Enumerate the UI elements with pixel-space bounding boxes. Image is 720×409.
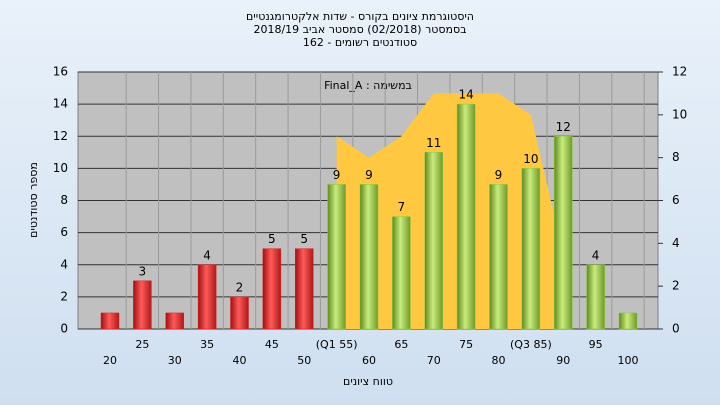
x-tick-label: 50 [297,354,311,367]
chart-title: היסטוגרמת ציונים בקורס - שדות אלקטרומגנט… [246,10,474,23]
bar [456,103,476,330]
bar [133,280,152,330]
x-tick-label: 90 [556,354,570,367]
x-tick-label: 45 [265,338,279,351]
x-tick-label: 75 [459,338,473,351]
y-tick-label: 16 [53,65,68,79]
x-tick-label: 100 [618,354,639,367]
x-tick-label: 60 [362,354,376,367]
data-label: 12 [556,120,571,134]
data-label: 11 [426,136,441,150]
bar [262,248,282,330]
y2-tick-label: 10 [672,107,687,121]
data-label: 2 [236,280,244,294]
y2-tick-label: 0 [672,322,680,336]
x-tick-label: (Q3 85) [510,338,552,351]
y-tick-label: 2 [60,289,68,303]
bar [100,312,120,330]
bar [165,312,184,330]
y-tick-label: 8 [60,193,68,207]
data-label: 9 [495,168,503,182]
x-tick-label: 25 [135,338,149,351]
data-label: 5 [268,232,276,246]
bar [295,248,314,330]
data-label: 5 [300,232,308,246]
x-tick-label: 20 [103,354,117,367]
annotation: Final_A : במשימה [324,79,412,92]
x-tick-label: 80 [492,354,506,367]
bar [230,296,249,330]
x-tick-label: 30 [168,354,182,367]
y2-tick-label: 6 [672,193,680,207]
chart-subtitle: בסמסטר (02/2018) סמסטר אביב 2018/19 [253,23,466,36]
y-tick-label: 6 [60,225,68,239]
data-label: 9 [365,168,373,182]
bar [424,152,443,330]
x-axis-label: טווח ציונים [343,375,393,388]
bar [618,312,638,330]
bar [586,264,605,330]
data-label: 3 [139,264,147,278]
data-label: 4 [592,248,600,262]
x-tick-label: 70 [427,354,441,367]
y2-tick-label: 8 [672,150,680,164]
y-tick-label: 10 [53,161,68,175]
y-tick-label: 12 [53,129,68,143]
bar [521,168,541,330]
data-label: 4 [203,248,211,262]
x-tick-label: 95 [589,338,603,351]
x-tick-label: 35 [200,338,214,351]
bar [489,184,508,330]
bar [327,184,346,330]
y2-tick-label: 2 [672,279,680,293]
x-tick-label: 65 [394,338,408,351]
data-label: 10 [523,152,538,166]
y-tick-label: 0 [60,322,68,336]
data-label: 7 [398,200,406,214]
y-axis-label: מספר סטודנטים [27,162,40,238]
bar [554,136,573,330]
y-tick-label: 14 [53,97,68,111]
bar [197,264,217,330]
bar [359,184,379,330]
data-label: 9 [333,168,341,182]
x-tick-label: 40 [233,354,247,367]
y-tick-label: 4 [60,257,68,271]
y2-tick-label: 4 [672,236,680,250]
x-tick-label: (Q1 55) [316,338,358,351]
chart-subtitle: סטודנטים רשומים - 162 [303,36,417,49]
y2-tick-label: 12 [672,65,687,79]
bar [392,216,411,330]
data-label: 14 [458,88,473,102]
